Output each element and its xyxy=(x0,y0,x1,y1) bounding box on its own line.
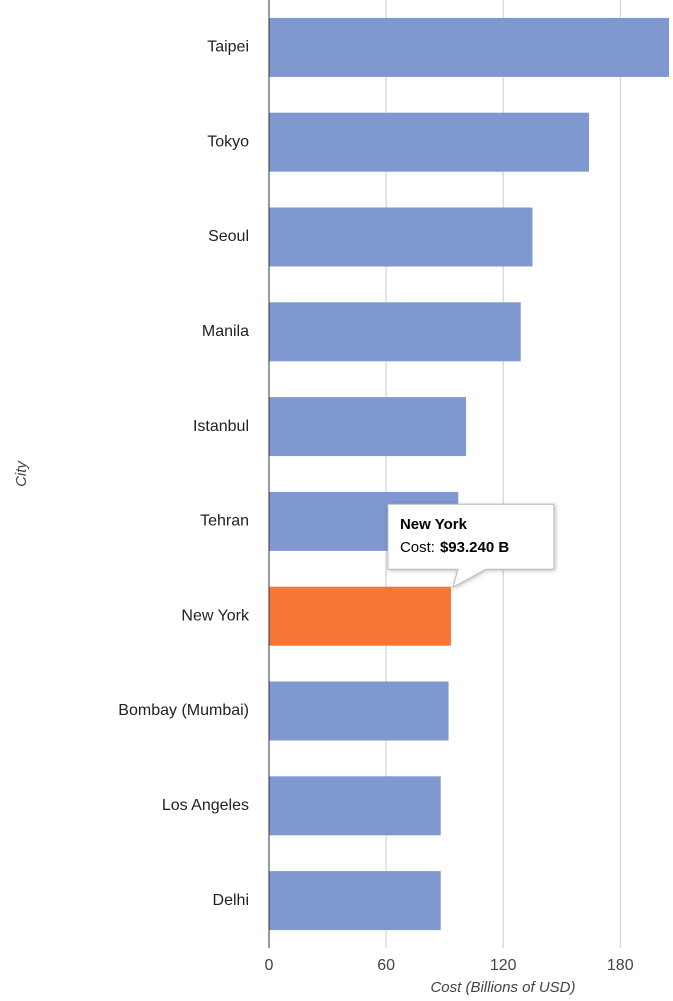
y-axis-title: City xyxy=(13,460,30,487)
tooltip-box xyxy=(387,503,555,589)
y-tick-label: Tokyo xyxy=(207,133,249,150)
y-tick-label: Los Angeles xyxy=(162,797,249,814)
x-axis-title: Cost (Billions of USD) xyxy=(430,979,575,996)
y-tick-label: Seoul xyxy=(208,228,249,245)
tooltip: New York Cost: $93.240 B xyxy=(387,503,555,589)
bar xyxy=(269,207,533,267)
y-tick-label: Bombay (Mumbai) xyxy=(118,702,249,719)
y-tick-label: Tehran xyxy=(200,513,249,530)
y-tick-label: Manila xyxy=(202,323,249,340)
x-tick-label: 60 xyxy=(377,957,395,974)
y-tick-label: Delhi xyxy=(213,892,249,909)
x-tick-label: 0 xyxy=(265,957,274,974)
bar xyxy=(269,112,590,172)
bar xyxy=(269,681,449,741)
tooltip-text: Cost: $93.240 B xyxy=(400,539,509,556)
tooltip-value: $93.240 B xyxy=(440,539,509,556)
y-tick-label: Taipei xyxy=(207,39,249,56)
bar xyxy=(269,302,521,362)
bar xyxy=(269,776,441,836)
bar xyxy=(269,397,467,457)
bar xyxy=(269,17,670,77)
bar xyxy=(269,871,441,931)
y-tick-label: New York xyxy=(181,607,250,624)
tooltip-title: New York xyxy=(400,516,468,533)
tooltip-label: Cost: xyxy=(400,539,435,556)
y-tick-label: Istanbul xyxy=(193,418,249,435)
bar xyxy=(269,586,451,646)
x-tick-label: 120 xyxy=(490,957,517,974)
x-tick-label: 180 xyxy=(607,957,634,974)
